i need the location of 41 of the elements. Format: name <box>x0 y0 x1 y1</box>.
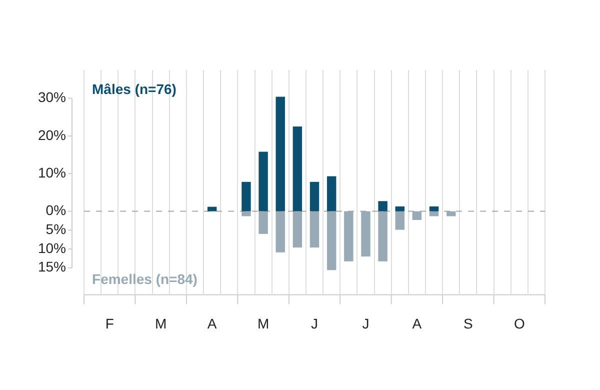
y-tick-label: 30% <box>38 89 66 106</box>
y-tick-label: 5% <box>46 221 66 237</box>
x-tick-label: A <box>412 315 422 332</box>
bar <box>292 126 302 212</box>
x-tick-label: J <box>362 315 370 332</box>
bar <box>395 211 404 230</box>
y-tick-label: 15% <box>38 258 66 275</box>
bar <box>429 211 439 216</box>
bar <box>378 211 388 262</box>
bar <box>395 206 404 212</box>
y-tick-label: 20% <box>38 126 66 143</box>
bar <box>292 211 302 248</box>
bar <box>310 211 320 248</box>
bar <box>326 211 336 270</box>
bar <box>258 152 268 212</box>
text: Femelles (n=84) <box>92 271 198 288</box>
x-tick-label: M <box>257 315 270 332</box>
text: Mâles (n=76) <box>92 80 176 97</box>
bar <box>276 211 285 252</box>
bar <box>446 211 456 216</box>
x-tick-label: M <box>155 315 167 332</box>
bar <box>344 211 354 262</box>
bar <box>258 211 268 234</box>
y-tick-label: 10% <box>38 164 66 180</box>
y-tick-label: 0% <box>46 202 66 218</box>
bar <box>207 206 217 212</box>
bar <box>310 182 320 212</box>
bar <box>242 182 251 212</box>
x-tick-label: F <box>105 315 114 332</box>
x-tick-label: S <box>464 315 473 332</box>
x-tick-label: O <box>514 315 525 332</box>
y-tick-label: 10% <box>38 240 66 256</box>
x-tick-label: J <box>311 315 318 332</box>
bar <box>276 96 285 212</box>
x-tick-label: A <box>207 315 218 332</box>
bar <box>242 211 251 216</box>
bar <box>412 211 422 220</box>
bar <box>378 201 388 212</box>
bar <box>361 211 370 257</box>
bar <box>429 206 439 212</box>
bar <box>326 176 336 212</box>
